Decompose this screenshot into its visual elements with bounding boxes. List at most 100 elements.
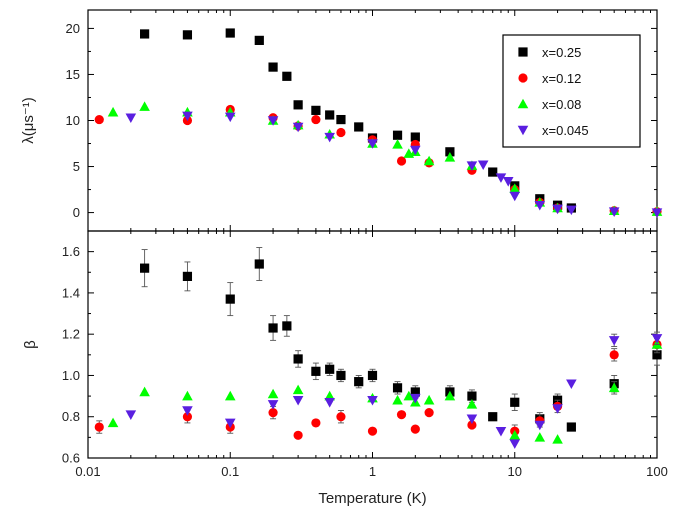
top-point-x025 xyxy=(410,132,420,142)
top-point-x025 xyxy=(254,35,264,45)
bottom-point-x025 xyxy=(652,350,662,360)
bottom-point-x025 xyxy=(268,323,278,333)
bottom-point-x008 xyxy=(608,382,620,393)
bottom-point-x0045 xyxy=(324,398,335,408)
bottom-point-x025 xyxy=(140,263,150,273)
top-point-x025 xyxy=(268,62,278,72)
x-tick-label: 10 xyxy=(508,464,522,479)
bottom-point-x008 xyxy=(224,390,236,401)
bottom-point-x0045 xyxy=(608,336,620,346)
bottom-point-x025 xyxy=(311,366,321,376)
bottom-point-x012 xyxy=(467,420,477,430)
bottom-point-x012 xyxy=(367,426,378,436)
top-point-x025 xyxy=(336,114,346,125)
top-point-x012 xyxy=(94,114,104,125)
bottom-point-x0045 xyxy=(367,395,378,406)
bottom-point-x0045 xyxy=(534,420,546,431)
top-point-x0045 xyxy=(552,204,563,215)
y-tick-label: 0 xyxy=(73,205,80,220)
bottom-point-x025 xyxy=(510,397,520,407)
top-point-x025 xyxy=(325,110,335,120)
top-point-x008 xyxy=(139,101,150,111)
bottom-point-x025 xyxy=(367,370,378,381)
top-point-x025 xyxy=(392,130,403,140)
y-tick-label: 20 xyxy=(66,21,80,36)
bottom-point-x0045 xyxy=(495,426,507,437)
y-tick-label: 0.6 xyxy=(62,451,80,466)
top-point-x0045 xyxy=(224,112,236,123)
bottom-point-x025 xyxy=(293,354,303,364)
top-point-x008 xyxy=(392,139,403,149)
top-point-x0045 xyxy=(477,160,489,170)
bottom-point-x0045 xyxy=(410,393,421,404)
top-point-x0045 xyxy=(509,191,521,202)
bottom-point-x0045 xyxy=(509,439,521,449)
bottom-point-x025 xyxy=(354,377,364,387)
bottom-point-x025 xyxy=(410,387,420,397)
top-point-x0045 xyxy=(608,207,620,217)
bottom-point-x012 xyxy=(182,412,193,422)
top-point-x008 xyxy=(509,183,521,193)
bottom-point-x008 xyxy=(534,432,546,442)
top-point-x025 xyxy=(182,30,193,40)
bottom-point-x008 xyxy=(324,390,335,401)
top-point-x0045 xyxy=(292,122,304,133)
x-tick-label: 1 xyxy=(369,464,376,479)
bottom-point-x012 xyxy=(311,418,321,428)
top-point-x0045 xyxy=(125,113,137,124)
bottom-point-x008 xyxy=(509,430,521,440)
bottom-point-x012 xyxy=(609,350,619,360)
bottom-point-x008 xyxy=(466,399,478,409)
top-point-x025 xyxy=(140,29,150,39)
x-tick-label: 0.01 xyxy=(75,464,100,479)
y-tick-label: 5 xyxy=(73,159,80,174)
bottom-point-x025 xyxy=(392,383,403,393)
top-point-x0045 xyxy=(182,111,193,122)
bottom-point-x025 xyxy=(325,364,335,374)
top-point-x0045 xyxy=(367,139,378,149)
bottom-point-x0045 xyxy=(182,406,193,416)
bottom-point-x012 xyxy=(410,424,420,434)
bottom-point-x025 xyxy=(225,294,235,304)
y-tick-label: 1.6 xyxy=(62,244,80,259)
bottom-point-x008 xyxy=(107,417,119,428)
bottom-point-x025 xyxy=(336,370,346,381)
legend-marker xyxy=(518,47,528,57)
y-tick-label: 1.4 xyxy=(62,285,80,300)
top-point-x025 xyxy=(445,147,455,157)
top-point-x0045 xyxy=(410,145,421,156)
top-point-x025 xyxy=(354,122,364,132)
y-tick-label: 1.2 xyxy=(62,327,80,342)
legend-label: x=0.12 xyxy=(542,71,581,86)
bottom-point-x012 xyxy=(424,408,434,418)
top-point-x0045 xyxy=(534,200,546,211)
top-point-x0045 xyxy=(651,208,663,218)
bottom-point-x008 xyxy=(403,390,415,401)
legend-marker xyxy=(518,73,528,83)
bottom-point-x012 xyxy=(293,430,303,440)
bottom-point-x025 xyxy=(254,259,264,269)
bottom-point-x008 xyxy=(423,394,435,405)
top-point-x025 xyxy=(311,105,321,115)
x-tick-label: 100 xyxy=(646,464,668,479)
top-point-x0045 xyxy=(267,116,279,126)
bottom-point-x025 xyxy=(282,321,292,331)
bottom-point-x0045 xyxy=(552,404,563,414)
legend-label: x=0.045 xyxy=(542,123,589,138)
bottom-point-x025 xyxy=(566,422,576,432)
bottom-point-x012 xyxy=(94,422,104,432)
bottom-point-x025 xyxy=(467,391,477,401)
bottom-point-x025 xyxy=(182,271,193,281)
top-point-x0045 xyxy=(324,132,335,143)
bottom-y-axis-label: β xyxy=(22,340,39,349)
top-y-axis-label: λ(μs⁻¹) xyxy=(20,97,37,144)
top-point-x0045 xyxy=(502,177,514,187)
bottom-point-x008 xyxy=(182,390,193,401)
y-tick-label: 1.0 xyxy=(62,368,80,383)
top-point-x012 xyxy=(311,114,321,125)
legend-label: x=0.25 xyxy=(542,45,581,60)
top-point-x0045 xyxy=(566,205,577,216)
top-point-x008 xyxy=(423,155,435,166)
top-point-x008 xyxy=(107,106,119,117)
